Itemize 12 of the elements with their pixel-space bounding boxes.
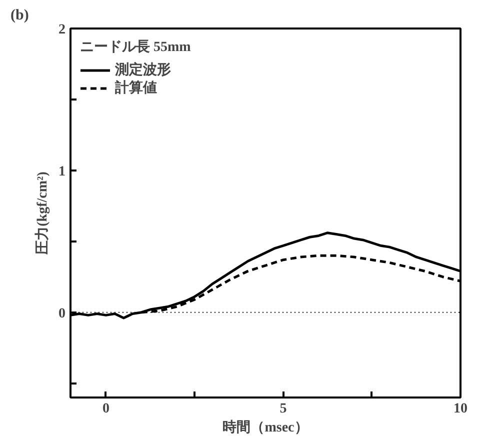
legend-label: 測定波形: [115, 61, 171, 79]
y-tick-label: 0: [58, 306, 66, 322]
legend-label: 計算値: [115, 79, 157, 97]
x-tick-label: 5: [280, 402, 287, 416]
text: (b): [10, 8, 29, 24]
y-tick-label: 1: [58, 164, 66, 180]
legend-title: ニードル長 55mm: [80, 38, 191, 56]
x-axis-title: 時間（msec）: [222, 420, 308, 436]
x-tick-label: 0: [102, 402, 110, 416]
y-axis-title: 圧力(kgf/cm²): [34, 171, 50, 256]
y-tick-label: 2: [58, 22, 66, 38]
x-tick-label: 10: [454, 402, 468, 416]
